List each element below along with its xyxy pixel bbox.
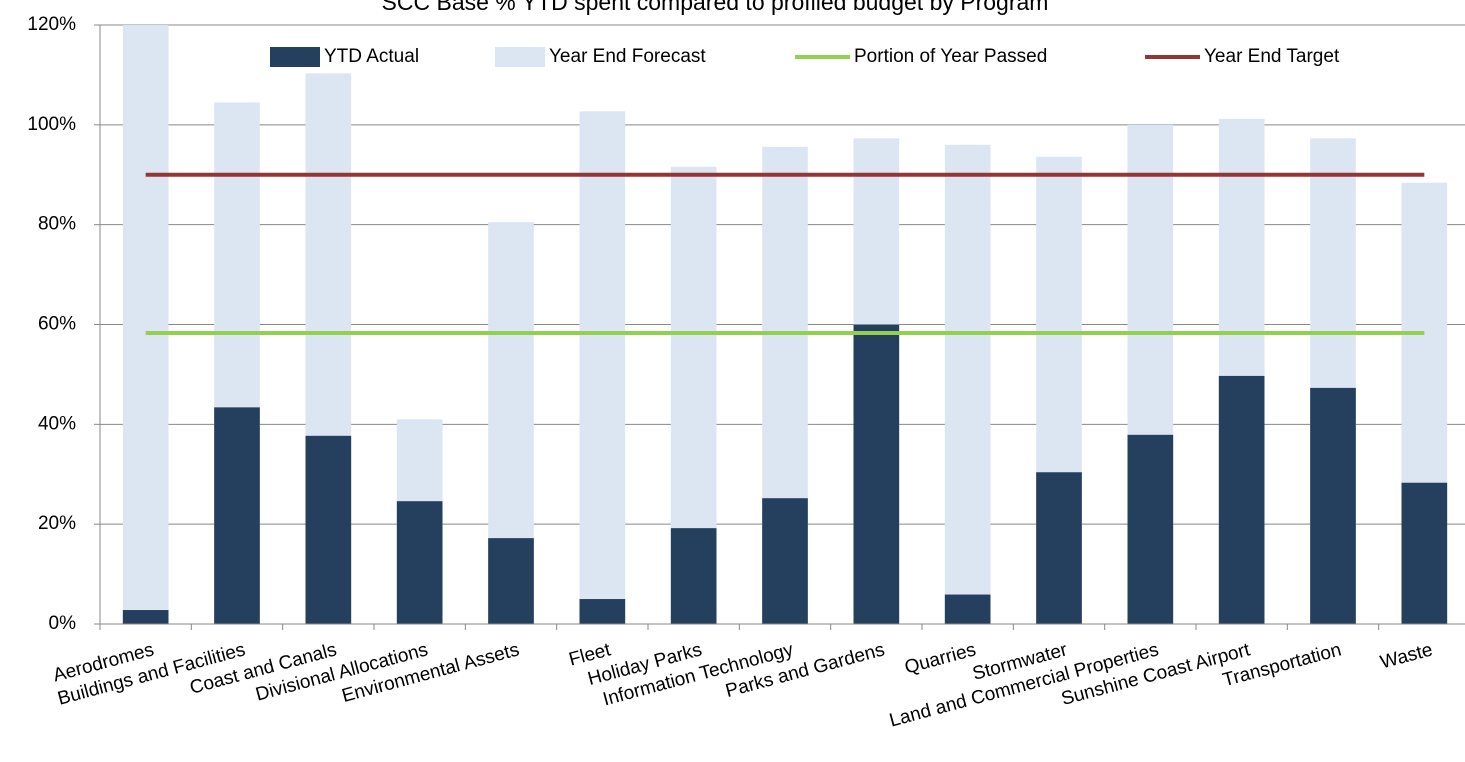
bar [1310, 387, 1356, 624]
bar [762, 498, 808, 624]
y-tick-label: 120% [27, 14, 76, 35]
legend-label: YTD Actual [324, 46, 419, 67]
bar [853, 324, 900, 624]
y-tick-label: 60% [38, 314, 76, 335]
bar [396, 501, 443, 624]
chart-title: SCC Base % YTD spent compared to profile… [382, 0, 1049, 15]
bar [579, 599, 626, 624]
legend-swatch [270, 47, 320, 67]
bar [122, 25, 169, 624]
bar [670, 528, 717, 624]
bar [944, 144, 991, 625]
bar [1127, 434, 1174, 624]
legend-label: Year End Forecast [549, 46, 706, 67]
x-tick-label: Quarries [902, 639, 978, 678]
bar [122, 610, 169, 624]
bar [488, 538, 534, 624]
bar [1401, 482, 1448, 624]
bar [1036, 472, 1082, 624]
legend-label: Portion of Year Passed [854, 46, 1047, 67]
y-tick-label: 0% [49, 613, 77, 634]
x-tick-label: Waste [1378, 639, 1435, 673]
bar [214, 407, 260, 624]
legend-swatch [495, 47, 545, 67]
y-tick-label: 100% [27, 114, 76, 135]
y-tick-label: 20% [38, 513, 76, 534]
bar [944, 594, 991, 624]
bar [579, 111, 626, 624]
y-tick-label: 40% [38, 413, 76, 434]
bar [305, 435, 352, 624]
y-tick-label: 80% [38, 214, 76, 235]
legend-label: Year End Target [1204, 46, 1340, 67]
bar [1218, 375, 1265, 624]
